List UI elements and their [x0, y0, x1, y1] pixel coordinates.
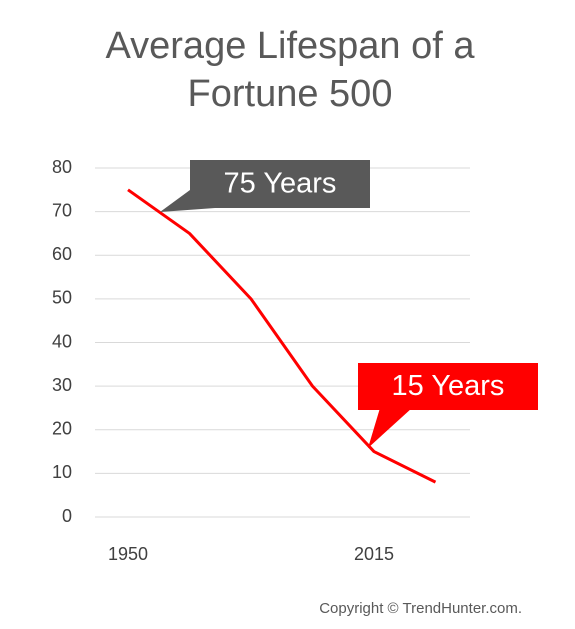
chart-title: Average Lifespan of a Fortune 500: [105, 25, 475, 115]
callout-box: [358, 363, 538, 410]
x-tick-label: 1950: [108, 544, 148, 564]
data-line: [127, 188, 437, 484]
callout-text: 15 Years: [392, 370, 505, 402]
callout-box: [190, 160, 370, 208]
y-tick-label: 0: [62, 506, 72, 526]
x-tick-label: 2015: [354, 544, 394, 564]
callout-text: 75 Years: [224, 168, 337, 200]
callout-pointer: [368, 408, 412, 448]
footer: Copyright © TrendHunter.com.: [319, 600, 522, 617]
y-tick-label: 10: [52, 462, 72, 482]
y-tick-label: 20: [52, 419, 72, 439]
y-tick-label: 50: [52, 288, 72, 308]
y-tick-label: 30: [52, 375, 72, 395]
y-tick-label: 60: [52, 244, 72, 264]
y-tick-label: 70: [52, 200, 72, 220]
y-tick-label: 80: [52, 157, 72, 177]
y-tick-label: 40: [52, 331, 72, 351]
